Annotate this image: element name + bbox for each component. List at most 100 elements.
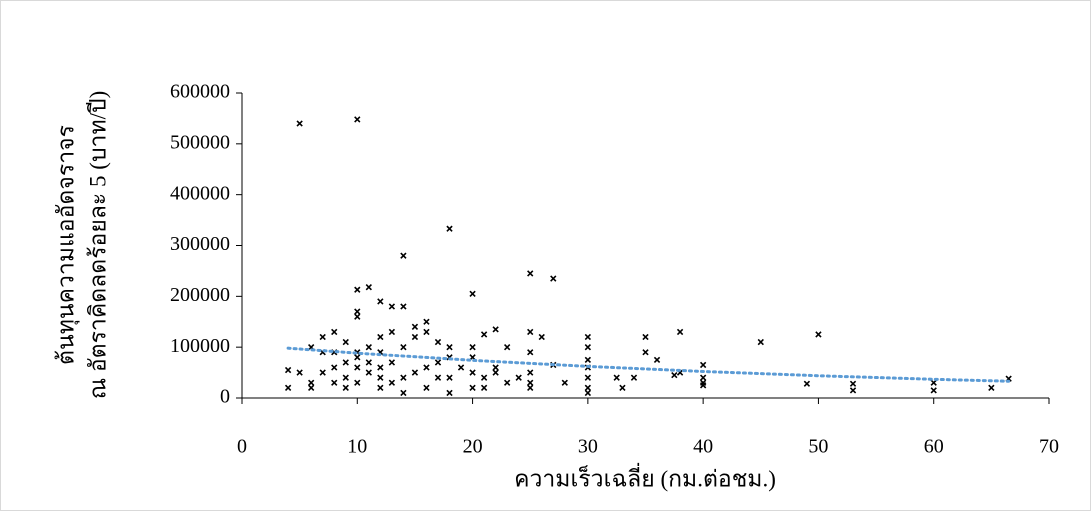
x-tick-label: 60 <box>924 436 944 458</box>
scatter-point <box>411 323 419 330</box>
scatter-point <box>849 380 857 387</box>
scatter-point <box>757 338 764 346</box>
scatter-point <box>377 384 384 391</box>
scatter-point <box>584 356 592 364</box>
scatter-point <box>446 225 453 232</box>
scatter-point <box>503 379 511 386</box>
y-tick-label: 200000 <box>170 284 230 306</box>
scatter-point <box>365 284 372 291</box>
trendline <box>286 346 1011 383</box>
scatter-point <box>331 379 338 386</box>
scatter-point <box>699 361 707 369</box>
scatter-point <box>480 331 488 338</box>
scatter-point <box>480 374 488 381</box>
scatter-point <box>434 359 442 366</box>
scatter-point <box>388 328 396 336</box>
scatter-point <box>584 344 592 351</box>
scatter-point <box>515 374 522 381</box>
scatter-point <box>630 374 638 381</box>
scatter-point <box>434 338 442 346</box>
scatter-point <box>527 349 534 356</box>
scatter-point <box>400 303 407 310</box>
scatter-point <box>584 374 592 381</box>
scatter-point <box>550 275 557 282</box>
y-axis-title: ต้นทุนความแออัดจราจร <box>53 125 79 365</box>
scatter-point <box>377 364 384 371</box>
scatter-point <box>400 344 407 351</box>
scatter-point <box>469 344 476 351</box>
scatter-point <box>527 379 534 386</box>
scatter-point <box>423 318 430 325</box>
y-tick-label: 0 <box>220 386 230 408</box>
scatter-point <box>849 387 857 394</box>
scatter-point <box>492 364 499 371</box>
scatter-point <box>342 338 349 346</box>
scatter-point <box>319 369 326 376</box>
scatter-point <box>930 387 937 394</box>
scatter-point <box>365 369 372 376</box>
scatter-point <box>527 384 534 391</box>
y-tick-label: 300000 <box>170 233 230 255</box>
y-tick-label: 100000 <box>170 335 230 357</box>
scatter-point <box>342 374 349 381</box>
scatter-point <box>365 359 372 366</box>
scatter-point <box>342 384 349 391</box>
scatter-point <box>584 384 592 391</box>
scatter-point <box>354 308 361 315</box>
scatter-point <box>803 380 811 387</box>
scatter-point <box>296 369 303 376</box>
scatter-point <box>388 379 396 386</box>
x-tick-label: 70 <box>1039 436 1059 458</box>
scatter-point <box>284 366 292 374</box>
scatter-point <box>354 354 361 361</box>
scatter-point <box>354 313 361 320</box>
scatter-point <box>492 326 499 333</box>
x-tick-label: 10 <box>347 436 367 458</box>
scatter-point <box>446 389 453 397</box>
x-tick-label: 30 <box>578 436 598 458</box>
y-axis-title: ณ อัตราคิดลดร้อยละ 5 (บาท/ปี) <box>85 91 110 400</box>
scatter-point <box>377 298 384 305</box>
scatter-point <box>527 328 534 336</box>
scatter-point <box>642 333 649 341</box>
scatter-point <box>354 364 361 371</box>
scatter-point <box>613 374 620 381</box>
x-tick-label: 50 <box>808 436 828 458</box>
scatter-point <box>930 379 937 386</box>
scatter-point <box>446 374 453 381</box>
scatter-point <box>988 384 995 391</box>
scatter-point <box>492 369 499 376</box>
scatter-point <box>423 384 430 391</box>
scatter-point <box>296 120 303 127</box>
x-tick-label: 0 <box>237 436 247 458</box>
scatter-point <box>284 384 292 391</box>
scatter-point <box>584 389 592 397</box>
scatter-point <box>400 252 407 259</box>
scatter-point <box>308 379 315 386</box>
scatter-point <box>411 369 419 376</box>
scatter-point <box>365 344 372 351</box>
scatter-point <box>446 344 453 351</box>
scatter-point <box>388 359 396 366</box>
scatter-point <box>527 270 534 277</box>
scatter-point <box>469 384 476 391</box>
scatter-point <box>457 364 465 371</box>
scatter-point <box>527 369 534 376</box>
scatter-point <box>354 116 361 123</box>
scatter-point <box>308 384 315 391</box>
scatter-point <box>653 356 661 364</box>
scatter-point <box>642 349 649 356</box>
scatter-point <box>423 364 430 371</box>
scatter-point <box>584 333 592 341</box>
scatter-point <box>671 371 678 379</box>
scatter-point <box>469 369 476 376</box>
scatter-point <box>561 379 568 386</box>
scatter-point <box>676 328 684 336</box>
scatter-point <box>388 303 396 310</box>
scatter-point <box>480 384 488 391</box>
scatter-point <box>411 333 419 341</box>
scatter-point <box>815 331 822 338</box>
scatter-point <box>538 333 545 341</box>
